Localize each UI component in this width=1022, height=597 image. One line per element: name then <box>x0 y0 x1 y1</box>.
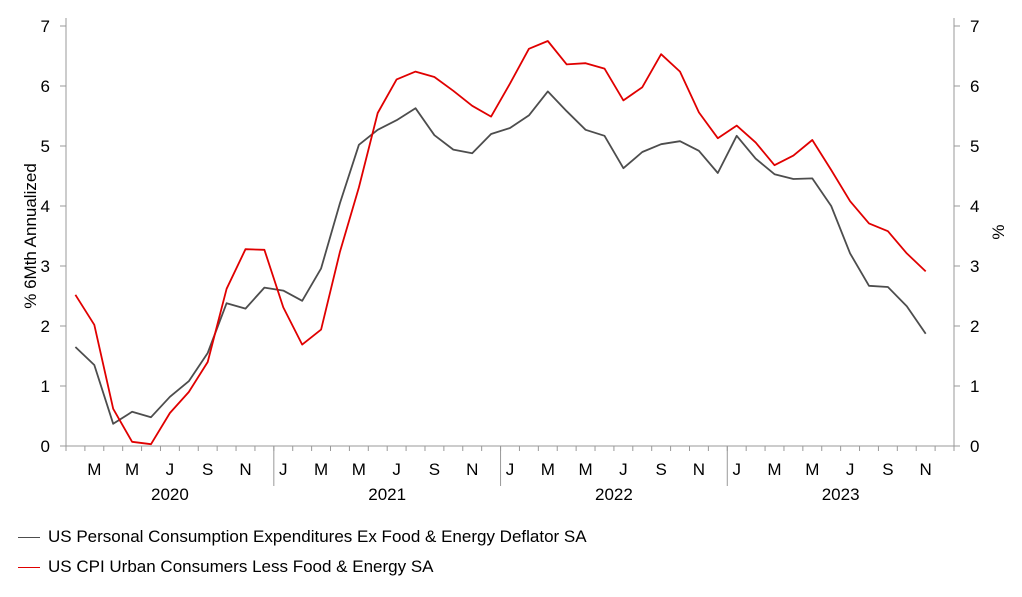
y-tick-label-left: 3 <box>41 257 50 276</box>
x-year-label: 2021 <box>368 485 406 504</box>
y-tick-label-left: 5 <box>41 137 50 156</box>
y-tick-label-right: 5 <box>970 137 979 156</box>
x-tick-label: S <box>202 460 213 479</box>
x-year-label: 2020 <box>151 485 189 504</box>
x-tick-label: J <box>506 460 515 479</box>
chart-axes: 0 0 1 1 2 2 3 3 4 4 5 5 6 6 7 7 M M J S N J M M J S N J M M J S N J M M J S N 2… <box>41 17 980 504</box>
chart-lines <box>74 40 927 446</box>
x-tick-label: M <box>805 460 819 479</box>
y-tick-label-left: 2 <box>41 317 50 336</box>
x-tick-label: J <box>279 460 288 479</box>
x-tick-label: S <box>655 460 666 479</box>
y-tick-label-right: 2 <box>970 317 979 336</box>
legend-item-cpi: US CPI Urban Consumers Less Food & Energ… <box>18 552 587 582</box>
y-tick-label-left: 1 <box>41 377 50 396</box>
legend-swatch-cpi <box>18 566 40 568</box>
series-line-1 <box>74 40 927 446</box>
x-tick-label: M <box>87 460 101 479</box>
x-tick-label: J <box>732 460 741 479</box>
x-tick-label: N <box>693 460 705 479</box>
x-year-label: 2023 <box>822 485 860 504</box>
y-tick-label-left: 7 <box>41 17 50 36</box>
x-tick-label: M <box>767 460 781 479</box>
series-line-0 <box>74 90 927 425</box>
x-tick-label: J <box>392 460 401 479</box>
legend: US Personal Consumption Expenditures Ex … <box>18 522 587 582</box>
y-tick-label-left: 4 <box>41 197 50 216</box>
legend-label-cpi: US CPI Urban Consumers Less Food & Energ… <box>48 557 434 576</box>
x-tick-label: M <box>125 460 139 479</box>
x-tick-label: M <box>352 460 366 479</box>
x-tick-label: M <box>314 460 328 479</box>
legend-label-pce: US Personal Consumption Expenditures Ex … <box>48 527 587 546</box>
legend-swatch-pce <box>18 536 40 538</box>
x-tick-label: M <box>541 460 555 479</box>
x-tick-label: M <box>578 460 592 479</box>
x-tick-label: S <box>429 460 440 479</box>
y-axis-left-title: % 6Mth Annualized <box>21 163 40 309</box>
x-tick-label: J <box>619 460 628 479</box>
y-axis-right-title: % <box>989 224 1008 239</box>
x-year-label: 2022 <box>595 485 633 504</box>
y-tick-label-left: 6 <box>41 77 50 96</box>
y-tick-label-right: 7 <box>970 17 979 36</box>
x-tick-label: N <box>239 460 251 479</box>
legend-item-pce: US Personal Consumption Expenditures Ex … <box>18 522 587 552</box>
x-tick-label: J <box>166 460 175 479</box>
y-tick-label-right: 4 <box>970 197 979 216</box>
y-tick-label-right: 1 <box>970 377 979 396</box>
y-tick-label-right: 0 <box>970 437 979 456</box>
x-tick-label: J <box>846 460 855 479</box>
y-tick-label-right: 3 <box>970 257 979 276</box>
x-tick-label: N <box>920 460 932 479</box>
y-tick-label-left: 0 <box>41 437 50 456</box>
x-tick-label: N <box>466 460 478 479</box>
y-tick-label-right: 6 <box>970 77 979 96</box>
x-tick-label: S <box>882 460 893 479</box>
